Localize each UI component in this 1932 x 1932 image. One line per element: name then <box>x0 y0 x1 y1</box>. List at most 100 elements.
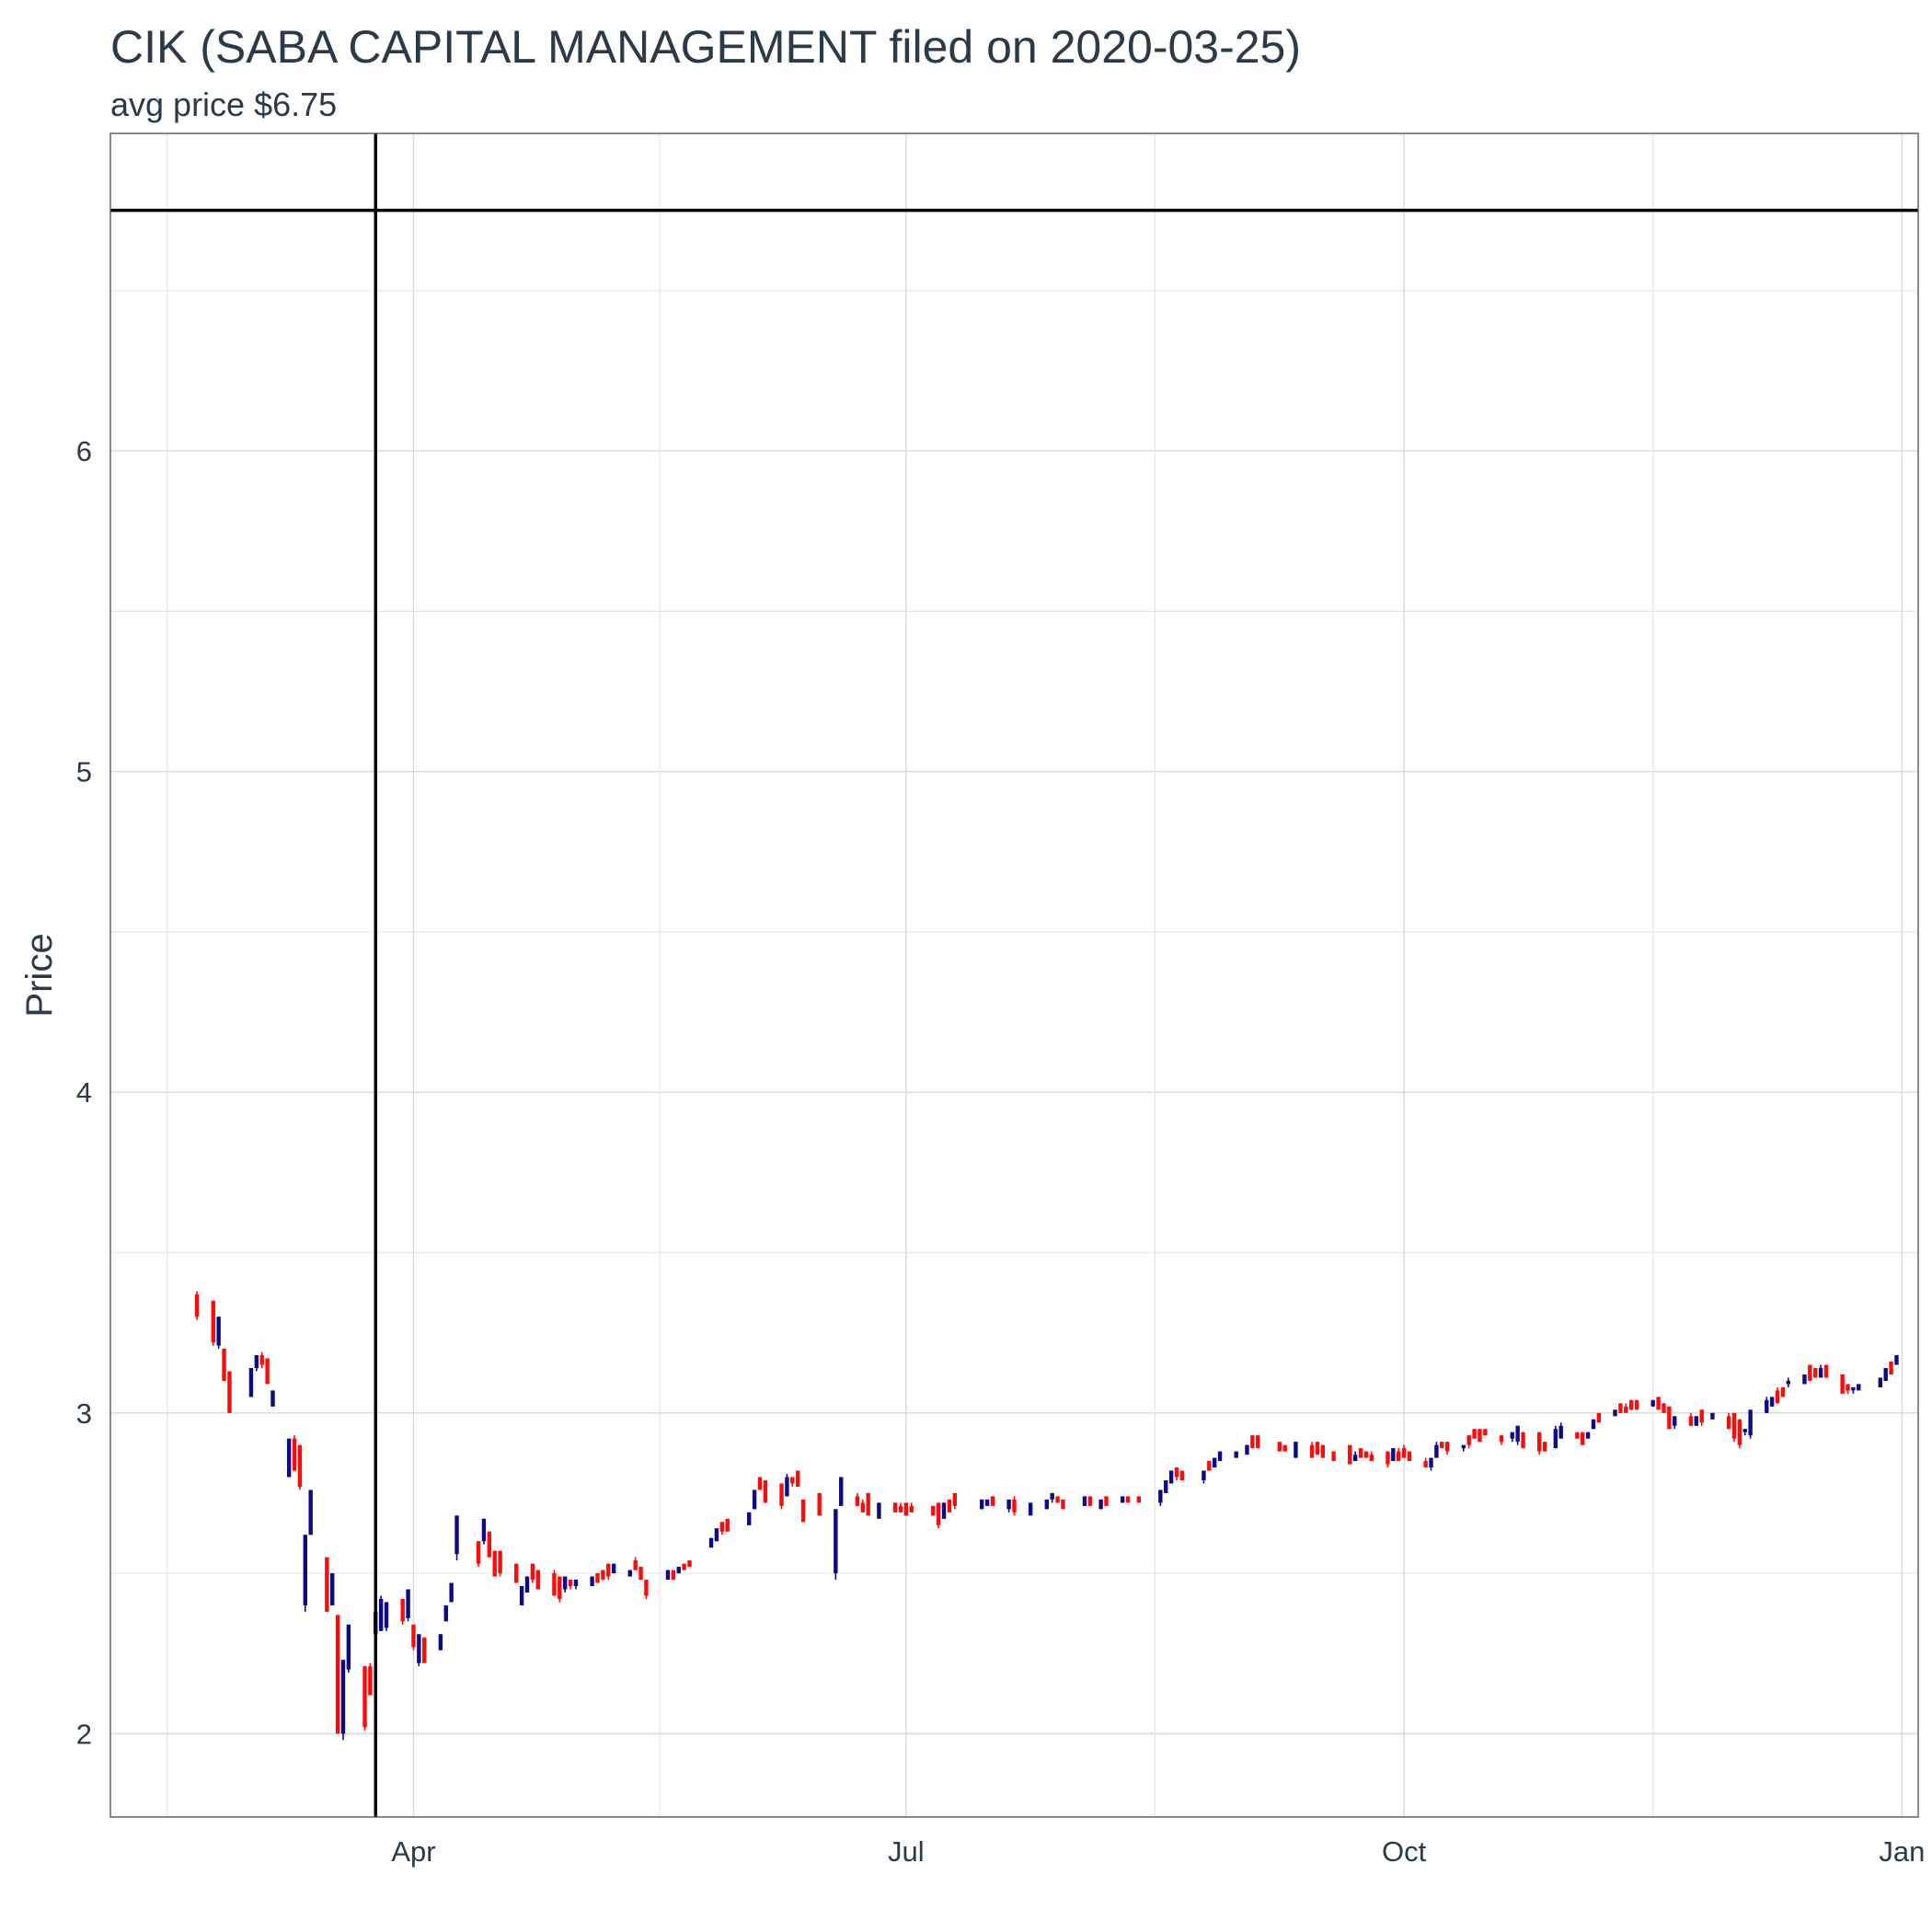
candle-body <box>1726 1416 1731 1430</box>
candle-body <box>325 1557 329 1612</box>
candle-body <box>665 1570 671 1581</box>
candle-body <box>454 1515 459 1555</box>
candle-body <box>481 1518 487 1542</box>
candle-body <box>335 1615 340 1734</box>
candle-body <box>952 1492 957 1506</box>
candle-body <box>1478 1429 1482 1443</box>
candle-body <box>492 1550 497 1577</box>
candle-body <box>1315 1442 1320 1455</box>
candle-body <box>1358 1448 1363 1458</box>
candle-body <box>1840 1374 1845 1394</box>
candle-body <box>839 1477 844 1506</box>
candle-body <box>1217 1451 1223 1462</box>
candle-body <box>303 1535 307 1605</box>
candle-body <box>1688 1416 1694 1426</box>
candle-body <box>1851 1386 1856 1391</box>
x-tick-label: Jul <box>888 1835 925 1868</box>
candle-body <box>562 1576 568 1590</box>
candle-body <box>903 1502 909 1516</box>
candle-body <box>892 1502 898 1512</box>
candle-body <box>498 1550 502 1574</box>
x-axis-ticks: Apr Jul Oct Jan <box>391 1835 1925 1868</box>
candle-body <box>1202 1470 1206 1480</box>
candle-body <box>1472 1429 1477 1439</box>
candle-body <box>1050 1492 1054 1500</box>
candle-body <box>1499 1435 1504 1443</box>
candle-body <box>1553 1429 1558 1449</box>
candle-body <box>1628 1399 1634 1410</box>
candle-body <box>1889 1362 1893 1374</box>
candle-body <box>779 1483 784 1506</box>
candle-body <box>1667 1406 1672 1430</box>
candle-body <box>1164 1480 1168 1493</box>
candle-body <box>747 1512 752 1525</box>
candle-body <box>384 1602 389 1628</box>
candle-body <box>1168 1470 1174 1484</box>
candle-body <box>931 1505 936 1516</box>
candle-body <box>568 1580 573 1587</box>
y-tick-label: 3 <box>76 1397 92 1430</box>
candle-body <box>1775 1390 1780 1404</box>
candle-body <box>1407 1451 1412 1462</box>
candle-body <box>1245 1444 1249 1455</box>
candle-body <box>1656 1397 1661 1410</box>
candle-body <box>909 1505 914 1512</box>
candle-body <box>719 1522 725 1532</box>
candle-body <box>1234 1451 1238 1458</box>
candle-body <box>644 1580 649 1596</box>
candle-body <box>400 1598 405 1622</box>
candle-body <box>340 1660 346 1734</box>
candle-body <box>1061 1499 1065 1510</box>
candle-body <box>682 1563 686 1570</box>
candle-body <box>1765 1399 1769 1413</box>
y-tick-label: 6 <box>76 435 92 467</box>
candle-body <box>1673 1416 1677 1426</box>
candle-body <box>1423 1461 1428 1468</box>
candle-body <box>1055 1496 1060 1503</box>
candle-body <box>1256 1435 1260 1449</box>
candle-body <box>1250 1435 1255 1449</box>
candle-body <box>1174 1467 1179 1478</box>
candle-body <box>898 1505 903 1512</box>
candle-body <box>1510 1432 1514 1439</box>
candle-body <box>855 1496 860 1506</box>
candle-body <box>1613 1409 1617 1417</box>
candle-body <box>1434 1444 1439 1458</box>
candle-body <box>1363 1451 1369 1458</box>
candle-body <box>1429 1457 1433 1468</box>
candle-body <box>346 1624 351 1670</box>
candle-body <box>1386 1451 1390 1465</box>
candle-body <box>292 1438 297 1471</box>
candle-body <box>990 1496 995 1506</box>
candle-body <box>1808 1364 1812 1381</box>
candle-body <box>1748 1409 1753 1436</box>
candle-body <box>1401 1448 1407 1458</box>
candle-body <box>487 1531 492 1558</box>
candle-body <box>1558 1425 1563 1439</box>
candle-body <box>558 1576 562 1599</box>
candle-body <box>1699 1409 1704 1423</box>
candle-body <box>1098 1499 1103 1510</box>
candle-body <box>368 1666 373 1696</box>
candle-body <box>1120 1496 1125 1503</box>
candle-body <box>362 1666 367 1728</box>
candle-body <box>1082 1496 1087 1506</box>
candle-body <box>1012 1499 1017 1512</box>
candle-body <box>676 1567 681 1574</box>
candle-body <box>330 1573 335 1605</box>
candle-body <box>1179 1470 1185 1480</box>
candle-body <box>1104 1496 1109 1506</box>
y-axis-ticks: 2 3 4 5 6 <box>76 435 92 1750</box>
x-tick-label: Jan <box>1879 1835 1925 1868</box>
candle-body <box>687 1560 692 1568</box>
y-tick-label: 4 <box>76 1076 92 1109</box>
candle-body <box>595 1573 600 1583</box>
candle-body <box>947 1499 952 1512</box>
y-axis-title: Price <box>19 933 60 1017</box>
candle-body <box>270 1390 275 1407</box>
candle-body <box>1212 1457 1217 1468</box>
candle-body <box>211 1300 215 1343</box>
reference-lines <box>110 133 1918 1817</box>
candle-body <box>1044 1499 1049 1510</box>
candle-body <box>714 1528 719 1542</box>
